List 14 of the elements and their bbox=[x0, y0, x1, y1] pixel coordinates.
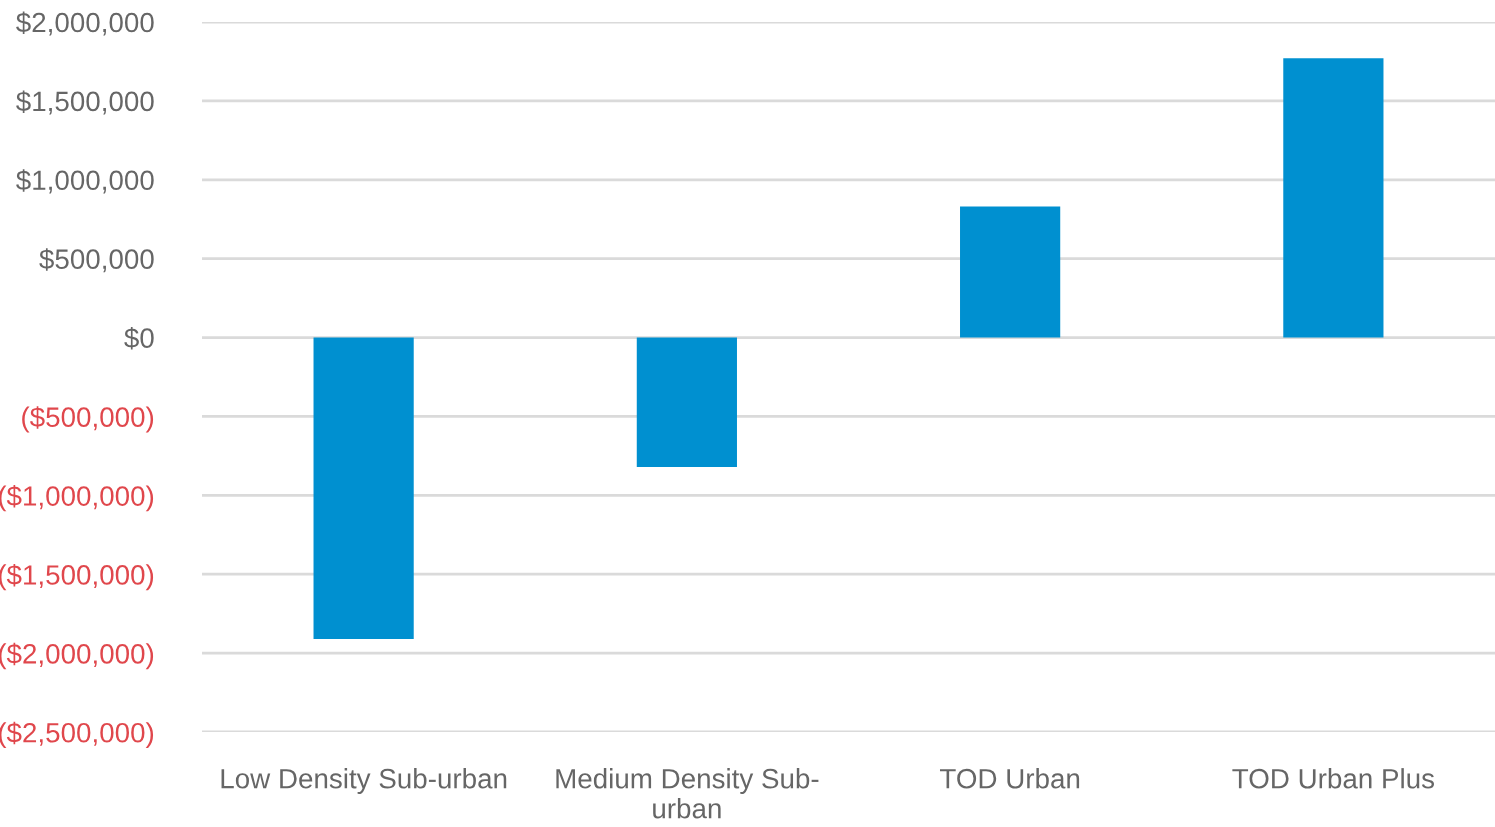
y-tick-label: $1,000,000 bbox=[16, 169, 154, 194]
x-tick-label: TOD Urban bbox=[939, 768, 1080, 789]
bar bbox=[636, 337, 737, 467]
y-tick-label: $0 bbox=[124, 327, 154, 350]
y-tick-label: $1,500,000 bbox=[16, 90, 154, 115]
y-tick-label: ($500,000) bbox=[22, 406, 154, 433]
y-tick-label: $2,000,000 bbox=[16, 11, 154, 36]
x-tick-label: Medium Density Sub-urban bbox=[556, 768, 819, 819]
bar bbox=[313, 337, 414, 639]
x-tick-label: TOD Urban Plus bbox=[1232, 768, 1435, 789]
x-tick-label: Low Density Sub-urban bbox=[221, 768, 507, 795]
bar bbox=[960, 206, 1061, 338]
bar bbox=[1283, 58, 1384, 338]
y-tick-label: $500,000 bbox=[39, 248, 154, 273]
